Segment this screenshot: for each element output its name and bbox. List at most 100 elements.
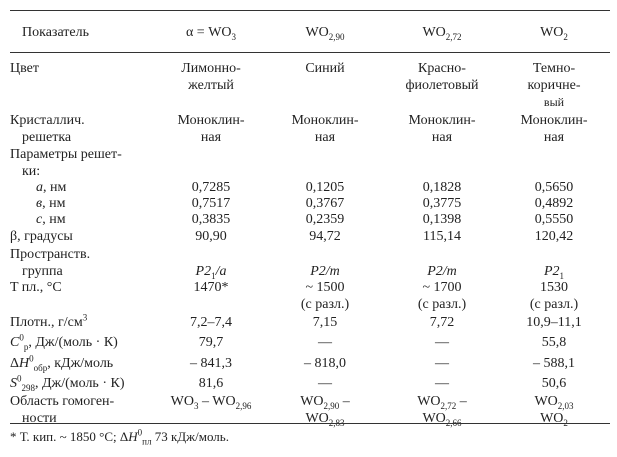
text-segment: 0,5550 xyxy=(534,212,574,227)
text-segment: 50,6 xyxy=(541,376,567,391)
text-segment: (с разл.) xyxy=(417,297,467,312)
column-header: WO2,90 xyxy=(305,25,344,41)
row-label: Пространств. xyxy=(10,246,90,263)
text-segment: 0 xyxy=(29,353,34,364)
row-label: решетка xyxy=(22,129,71,146)
text-segment: 3 xyxy=(231,31,237,42)
table-cell: P21 xyxy=(544,263,564,280)
text-segment: , Дж/(моль · К) xyxy=(28,335,118,350)
table-cell: Синий xyxy=(305,60,344,77)
text-segment: WO xyxy=(422,25,446,40)
header-rule xyxy=(10,52,610,53)
row-label: Кристаллич. xyxy=(10,112,85,129)
table-cell: — xyxy=(435,355,449,372)
row-label: a, нм xyxy=(36,179,66,196)
text-segment: коричне- xyxy=(527,78,581,93)
row-label: ки: xyxy=(22,163,40,180)
table-cell: WO2,72 – xyxy=(417,393,467,410)
table-cell: P2/m xyxy=(310,263,340,280)
table-cell: 0,1205 xyxy=(306,179,345,196)
row-label: C0p, Дж/(моль · К) xyxy=(10,332,118,351)
row-label: T пл., °C xyxy=(10,279,62,296)
text-segment: WO xyxy=(417,394,441,409)
text-segment: 0 xyxy=(19,332,24,343)
row-label: β, градусы xyxy=(10,228,73,245)
text-segment: 0,1828 xyxy=(422,180,462,195)
text-segment: , нм xyxy=(43,180,67,195)
column-header: WO2 xyxy=(540,25,568,41)
row-label: ности xyxy=(22,410,57,427)
text-segment: 1 xyxy=(211,270,216,281)
text-segment: 2,83 xyxy=(328,417,345,428)
table-cell: 94,72 xyxy=(309,228,341,245)
table-cell: 0,3835 xyxy=(192,211,231,228)
text-segment: — xyxy=(435,356,449,371)
table-cell: 0,3767 xyxy=(306,195,345,212)
text-segment: ~ 1500 xyxy=(305,280,345,295)
text-segment: Плотн., г/см xyxy=(10,315,83,330)
table-cell: — xyxy=(318,334,332,351)
footnote: * Т. кип. ~ 1850 °C; ΔH0пл 73 кДж/моль. xyxy=(10,427,229,446)
text-segment: Моноклин- xyxy=(291,113,359,128)
text-segment: 2,66 xyxy=(445,417,462,428)
text-segment: ~ 1700 xyxy=(422,280,462,295)
table-cell: ~ 1700 xyxy=(422,279,461,296)
text-segment: 0 xyxy=(137,427,143,438)
text-segment: 90,90 xyxy=(195,229,227,244)
table-cell: WO2,83 xyxy=(305,410,344,427)
text-segment: H xyxy=(19,356,30,371)
text-segment: c xyxy=(36,212,43,227)
text-segment: * Т. кип. ~ 1850 °C; Δ xyxy=(10,429,129,444)
table-cell: WO3 – WO2,96 xyxy=(171,393,252,410)
table-cell: (с разл.) xyxy=(530,296,578,313)
table-cell: — xyxy=(435,375,449,392)
text-segment: — xyxy=(435,376,449,391)
text-segment: Темно- xyxy=(532,61,576,76)
row-label: ΔH0обр, кДж/моль xyxy=(10,353,113,372)
text-segment: a xyxy=(36,180,43,195)
table-cell: 0,5650 xyxy=(535,179,574,196)
table-cell: 7,72 xyxy=(430,314,455,331)
text-segment: 0,3767 xyxy=(305,196,345,211)
text-segment: /a xyxy=(215,264,227,279)
row-label: в, нм xyxy=(36,195,65,212)
text-segment: , Дж/(моль · К) xyxy=(35,376,125,391)
table-cell: фиолетовый xyxy=(405,77,478,94)
text-segment: α = WO xyxy=(185,25,232,40)
text-segment: – 841,3 xyxy=(190,356,232,371)
text-segment: — xyxy=(435,335,449,350)
table-cell: желтый xyxy=(188,77,234,94)
text-segment: Область гомоген- xyxy=(10,394,115,409)
text-segment: Δ xyxy=(10,356,20,371)
table-cell: Моноклин- xyxy=(408,112,475,129)
table-cell: – 818,0 xyxy=(304,355,346,372)
text-segment: группа xyxy=(22,264,63,279)
text-segment: 1 xyxy=(559,270,565,281)
table-cell: коричне- xyxy=(528,77,581,94)
row-label: Параметры решет- xyxy=(10,146,122,163)
text-segment: 0,1205 xyxy=(305,180,345,195)
text-segment: Моноклин- xyxy=(520,113,588,128)
text-segment: 0,7285 xyxy=(191,180,231,195)
text-segment: 81,6 xyxy=(198,376,224,391)
text-segment: 1470* xyxy=(193,280,229,295)
table-cell: Моноклин- xyxy=(520,112,587,129)
table-cell: вый xyxy=(544,94,564,111)
table-cell: 0,7517 xyxy=(192,195,231,212)
table-cell: WO2,66 xyxy=(422,410,461,427)
table-cell: 0,5550 xyxy=(535,211,574,228)
text-segment: ная xyxy=(314,130,336,145)
text-segment: 3 xyxy=(82,312,88,323)
text-segment: 0,1398 xyxy=(422,212,462,227)
text-segment: ная xyxy=(431,130,453,145)
text-segment: решетка xyxy=(22,130,72,145)
text-segment: P2/m xyxy=(427,264,457,279)
text-segment: WO xyxy=(540,25,564,40)
text-segment: WO xyxy=(305,411,329,426)
text-segment: вый xyxy=(543,95,565,109)
table-cell: 0,2359 xyxy=(306,211,345,228)
text-segment: 2 xyxy=(563,417,568,428)
text-segment: – xyxy=(456,394,467,409)
text-segment: желтый xyxy=(188,78,234,93)
text-segment: WO xyxy=(540,411,564,426)
